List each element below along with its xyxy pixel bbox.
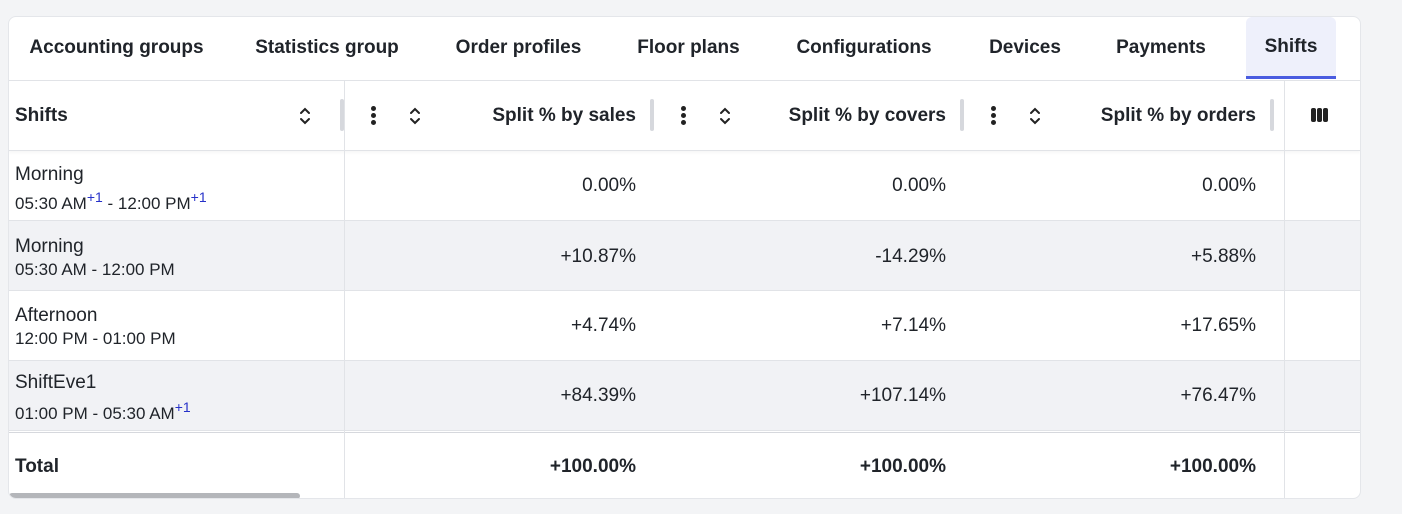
tab-shifts[interactable]: Shifts bbox=[1246, 17, 1336, 79]
horizontal-scrollbar[interactable] bbox=[9, 493, 300, 498]
sales-split: +4.74% bbox=[571, 315, 636, 336]
tab-statistics-group[interactable]: Statistics group bbox=[255, 37, 399, 58]
table-row: ShiftEve1 01:00 PM - 05:30 AM+1 +84.39% … bbox=[9, 361, 1360, 431]
kebab-menu-icon[interactable] bbox=[679, 106, 687, 126]
column-resize-handle[interactable] bbox=[650, 99, 654, 131]
total-sales: +100.00% bbox=[549, 456, 636, 477]
tab-order-profiles[interactable]: Order profiles bbox=[455, 37, 582, 58]
column-divider bbox=[1284, 81, 1285, 498]
sort-icon[interactable] bbox=[408, 104, 422, 128]
covers-split: +107.14% bbox=[859, 385, 946, 406]
covers-split: -14.29% bbox=[875, 246, 946, 267]
tab-devices[interactable]: Devices bbox=[989, 37, 1061, 58]
covers-split: 0.00% bbox=[892, 175, 946, 196]
tab-floor-plans[interactable]: Floor plans bbox=[637, 37, 740, 58]
shift-name: Afternoon bbox=[15, 305, 98, 326]
shift-name: Morning bbox=[15, 164, 84, 185]
sales-split: 0.00% bbox=[582, 175, 636, 196]
tab-configurations[interactable]: Configurations bbox=[796, 37, 932, 58]
total-covers: +100.00% bbox=[859, 456, 946, 477]
shift-time: 12:00 PM - 01:00 PM bbox=[15, 329, 176, 348]
orders-split: +76.47% bbox=[1180, 385, 1256, 406]
columns-icon[interactable] bbox=[1311, 108, 1333, 124]
table-row: Afternoon 12:00 PM - 01:00 PM +4.74% +7.… bbox=[9, 291, 1360, 361]
kebab-menu-icon[interactable] bbox=[989, 106, 997, 126]
covers-split: +7.14% bbox=[881, 315, 946, 336]
orders-split: 0.00% bbox=[1202, 175, 1256, 196]
shift-time: 01:00 PM - 05:30 AM+1 bbox=[15, 399, 191, 423]
sales-split: +10.87% bbox=[560, 246, 636, 267]
table-row: Morning 05:30 AM - 12:00 PM +10.87% -14.… bbox=[9, 221, 1360, 291]
tab-payments[interactable]: Payments bbox=[1116, 37, 1206, 58]
shift-name: Morning bbox=[15, 236, 84, 257]
shifts-card: Accounting groups Statistics group Order… bbox=[8, 16, 1361, 499]
total-orders: +100.00% bbox=[1169, 456, 1256, 477]
table-row: Morning 05:30 AM+1 - 12:00 PM+1 0.00% 0.… bbox=[9, 151, 1360, 221]
orders-split: +17.65% bbox=[1180, 315, 1256, 336]
table-header: Shifts Split % by sales Split % by cover… bbox=[9, 81, 1360, 151]
sales-split: +84.39% bbox=[560, 385, 636, 406]
column-header-covers[interactable]: Split % by covers bbox=[788, 105, 946, 126]
column-header-shifts[interactable]: Shifts bbox=[15, 105, 68, 126]
column-header-sales[interactable]: Split % by sales bbox=[492, 105, 636, 126]
column-header-orders[interactable]: Split % by orders bbox=[1100, 105, 1256, 126]
orders-split: +5.88% bbox=[1191, 246, 1256, 267]
sort-icon[interactable] bbox=[718, 104, 732, 128]
tab-accounting-groups[interactable]: Accounting groups bbox=[29, 37, 204, 58]
column-resize-handle[interactable] bbox=[340, 99, 344, 131]
column-divider bbox=[344, 81, 345, 498]
column-resize-handle[interactable] bbox=[1270, 99, 1274, 131]
shift-name: ShiftEve1 bbox=[15, 372, 97, 393]
kebab-menu-icon[interactable] bbox=[369, 106, 377, 126]
sort-icon[interactable] bbox=[298, 104, 312, 128]
total-label: Total bbox=[15, 456, 59, 477]
column-resize-handle[interactable] bbox=[960, 99, 964, 131]
shift-time: 05:30 AM+1 - 12:00 PM+1 bbox=[15, 189, 207, 213]
shift-time: 05:30 AM - 12:00 PM bbox=[15, 260, 175, 279]
sort-icon[interactable] bbox=[1028, 104, 1042, 128]
tab-bar: Accounting groups Statistics group Order… bbox=[9, 17, 1360, 81]
total-row: Total +100.00% +100.00% +100.00% bbox=[9, 432, 1360, 498]
